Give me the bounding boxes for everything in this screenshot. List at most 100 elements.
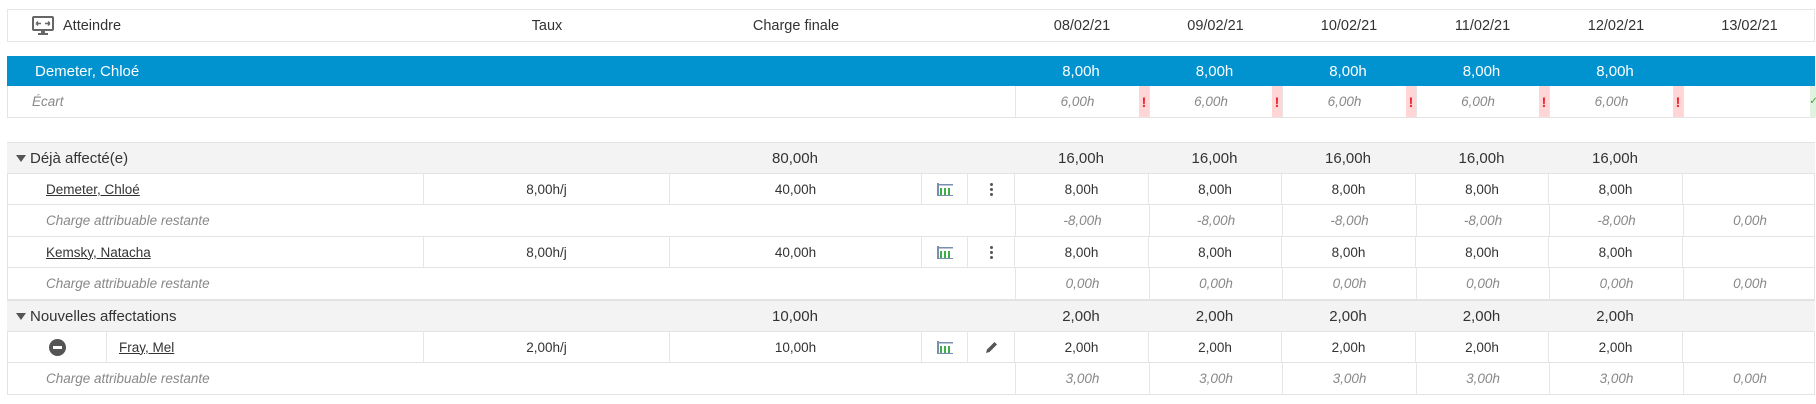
group-day-value: 2,00h bbox=[1195, 307, 1234, 325]
assignment-name-link[interactable]: Demeter, Chloé bbox=[46, 181, 140, 197]
gap-day-cell: 6,00h! bbox=[1149, 86, 1282, 117]
gap-row: Écart 6,00h! 6,00h! 6,00h! 6,00h! 6,00h! ✓ bbox=[7, 86, 1816, 118]
remaining-day-value: 3,00h bbox=[1282, 363, 1416, 394]
assignment-day-value bbox=[1683, 237, 1816, 267]
assignment-day-value: 8,00h bbox=[1149, 174, 1282, 204]
pencil-icon[interactable] bbox=[985, 341, 998, 354]
group-day-value: 2,00h bbox=[1596, 307, 1634, 325]
histogram-icon[interactable] bbox=[936, 182, 953, 196]
warning-icon: ! bbox=[1539, 86, 1549, 117]
remaining-day-value: 0,00h bbox=[1683, 363, 1816, 394]
remaining-row: Charge attribuable restante -8,00h -8,00h -… bbox=[7, 205, 1815, 237]
histogram-button[interactable] bbox=[922, 237, 968, 267]
more-vertical-icon[interactable] bbox=[989, 182, 993, 196]
more-vertical-icon[interactable] bbox=[989, 245, 993, 259]
assignment-row: Fray, Mel 2,00h/j 10,00h 2,00h 2,00h 2,00h 2,0… bbox=[7, 332, 1815, 363]
gap-day-cell: 6,00h! bbox=[1549, 86, 1683, 117]
assignment-name-link[interactable]: Kemsky, Natacha bbox=[46, 244, 151, 260]
resource-day-value: 8,00h bbox=[1195, 62, 1234, 80]
resource-row: Demeter, Chloé 8,00h 8,00h 8,00h 8,00h 8… bbox=[7, 56, 1815, 86]
goto-label: Atteindre bbox=[63, 17, 122, 34]
caret-down-icon[interactable] bbox=[16, 312, 26, 320]
remaining-day-value: 0,00h bbox=[1683, 268, 1816, 299]
histogram-button[interactable] bbox=[922, 174, 968, 204]
assignment-day-value: 8,00h bbox=[1015, 237, 1149, 267]
remaining-row: Charge attribuable restante 0,00h 0,00h 0,0… bbox=[7, 268, 1815, 300]
assignment-day-value: 8,00h bbox=[1149, 237, 1282, 267]
assignment-day-value bbox=[1683, 174, 1816, 204]
remaining-day-value: -8,00h bbox=[1549, 205, 1683, 236]
group-total: 10,00h bbox=[772, 307, 818, 325]
assignment-rate: 8,00h/j bbox=[424, 174, 670, 204]
action-button[interactable] bbox=[968, 332, 1015, 362]
gap-day-cell: 6,00h! bbox=[1416, 86, 1549, 117]
gap-day-cell: ✓ bbox=[1683, 86, 1816, 117]
action-button[interactable] bbox=[968, 174, 1015, 204]
remaining-day-value: 3,00h bbox=[1416, 363, 1549, 394]
group-header-row: Déjà affecté(e) 80,00h 16,00h 16,00h 16,00h 1… bbox=[7, 142, 1815, 174]
assignment-day-value: 2,00h bbox=[1149, 332, 1282, 362]
assignment-name-cell: Fray, Mel bbox=[8, 332, 424, 362]
warning-icon: ! bbox=[1139, 86, 1149, 117]
assignment-day-value: 8,00h bbox=[1416, 174, 1549, 204]
monitor-arrows-icon bbox=[32, 15, 54, 35]
caret-down-icon[interactable] bbox=[16, 154, 26, 162]
histogram-icon[interactable] bbox=[936, 340, 953, 354]
remaining-row: Charge attribuable restante 3,00h 3,00h 3,0… bbox=[7, 363, 1815, 395]
table-header: Atteindre Taux Charge finale 08/02/21 09… bbox=[7, 9, 1815, 42]
group-toggle[interactable]: Nouvelles affectations bbox=[7, 301, 423, 331]
check-icon: ✓ bbox=[1810, 86, 1816, 117]
assignment-name-link[interactable]: Fray, Mel bbox=[119, 339, 175, 355]
remaining-day-value: -8,00h bbox=[1149, 205, 1282, 236]
resource-day-value: 8,00h bbox=[1596, 62, 1634, 80]
warning-icon: ! bbox=[1406, 86, 1416, 117]
group-toggle[interactable]: Déjà affecté(e) bbox=[7, 143, 423, 173]
remaining-day-value: 3,00h bbox=[1149, 363, 1282, 394]
empty bbox=[967, 143, 1014, 173]
empty bbox=[921, 143, 967, 173]
empty bbox=[967, 301, 1014, 331]
remaining-day-value: 0,00h bbox=[1549, 268, 1683, 299]
remaining-label: Charge attribuable restante bbox=[46, 371, 210, 386]
group-day-value: 16,00h bbox=[1191, 149, 1238, 167]
assignment-row: Demeter, Chloé 8,00h/j 40,00h 8,00h 8,00h 8,0… bbox=[7, 174, 1815, 205]
remaining-day-value: -8,00h bbox=[1015, 205, 1149, 236]
histogram-button[interactable] bbox=[922, 332, 968, 362]
remaining-day-value: -8,00h bbox=[1282, 205, 1416, 236]
assignment-name-cell: Demeter, Chloé bbox=[8, 174, 424, 204]
resource-day-value: 8,00h bbox=[1462, 62, 1501, 80]
gap-day-value: 6,00h bbox=[1594, 94, 1629, 109]
assignment-day-value: 8,00h bbox=[1549, 237, 1683, 267]
remaining-day-value: 0,00h bbox=[1149, 268, 1282, 299]
empty bbox=[423, 301, 669, 331]
column-final-load: Charge finale bbox=[752, 17, 840, 34]
group-day-value: 16,00h bbox=[1325, 149, 1371, 167]
group-day-value: 2,00h bbox=[1329, 307, 1367, 325]
goto-button[interactable]: Atteindre bbox=[8, 10, 424, 41]
warning-icon: ! bbox=[1673, 86, 1683, 117]
remaining-day-value: -8,00h bbox=[1416, 205, 1549, 236]
group-label: Nouvelles affectations bbox=[30, 307, 177, 325]
remaining-label: Charge attribuable restante bbox=[46, 276, 210, 291]
assignment-rate: 8,00h/j bbox=[424, 237, 670, 267]
gap-label: Écart bbox=[32, 94, 64, 109]
assignment-day-value: 8,00h bbox=[1282, 237, 1416, 267]
resource-day-value: 8,00h bbox=[1329, 62, 1367, 80]
group-day-value bbox=[1682, 143, 1815, 173]
column-date: 08/02/21 bbox=[1053, 17, 1111, 34]
group-day-value: 2,00h bbox=[1462, 307, 1501, 325]
remaining-day-value: 0,00h bbox=[1683, 205, 1816, 236]
remaining-day-value: 0,00h bbox=[1282, 268, 1416, 299]
assignment-day-value bbox=[1683, 332, 1816, 362]
remove-cell bbox=[8, 332, 107, 362]
group-day-value: 16,00h bbox=[1458, 149, 1505, 167]
group-day-value: 2,00h bbox=[1062, 307, 1100, 325]
column-date: 13/02/21 bbox=[1721, 17, 1778, 34]
column-date: 10/02/21 bbox=[1320, 17, 1378, 34]
assignment-day-value: 8,00h bbox=[1416, 237, 1549, 267]
remove-icon[interactable] bbox=[48, 338, 66, 356]
histogram-icon[interactable] bbox=[936, 245, 953, 259]
remaining-day-value: 0,00h bbox=[1416, 268, 1549, 299]
action-button[interactable] bbox=[968, 237, 1015, 267]
column-date: 12/02/21 bbox=[1587, 17, 1645, 34]
